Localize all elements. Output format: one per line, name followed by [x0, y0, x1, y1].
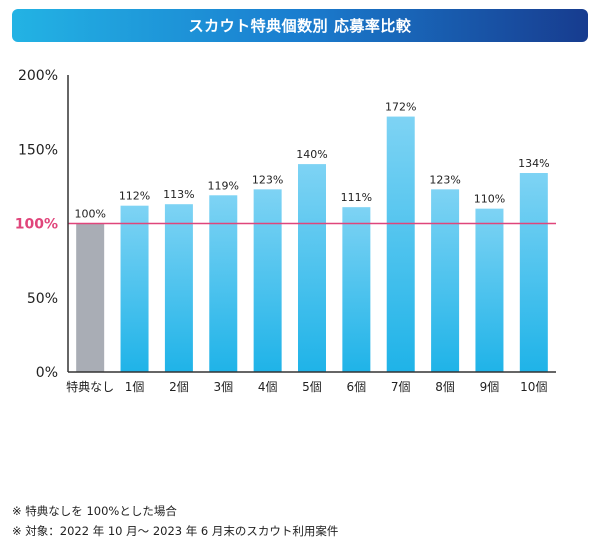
bar — [298, 164, 326, 372]
bar — [164, 204, 193, 372]
x-tick-label: 4個 — [258, 380, 278, 394]
bar — [120, 205, 149, 372]
x-tick-label: 8個 — [435, 380, 455, 394]
bar — [209, 195, 238, 372]
bar-value-label: 172% — [385, 101, 416, 114]
bar-value-label: 119% — [208, 179, 239, 192]
bar — [475, 208, 504, 372]
bar-value-label: 111% — [341, 191, 372, 204]
bar-value-label: 123% — [252, 173, 283, 186]
y-tick-label: 0% — [36, 365, 58, 381]
y-tick-label: 50% — [27, 291, 58, 307]
bar-value-label: 100% — [74, 208, 105, 221]
y-tick-label: 150% — [18, 142, 58, 158]
bar-value-label: 113% — [163, 188, 194, 201]
x-tick-label: 1個 — [125, 380, 145, 394]
x-tick-label: 9個 — [480, 380, 500, 394]
bar-value-label: 110% — [474, 193, 505, 206]
x-tick-label: 7個 — [391, 380, 411, 394]
bar — [386, 116, 415, 372]
bar-value-label: 134% — [518, 157, 549, 170]
x-tick-label: 5個 — [302, 380, 322, 394]
footnotes: ※ 特典なしを 100%とした場合 ※ 対象：2022 年 10 月～ 2023… — [12, 501, 338, 541]
bar — [76, 223, 105, 372]
footnote-target-period: ※ 対象：2022 年 10 月～ 2023 年 6 月末のスカウト利用案件 — [12, 524, 339, 538]
chart-title: スカウト特典個数別 応募率比較 — [188, 17, 412, 35]
bar — [431, 189, 460, 372]
bar-value-label: 140% — [296, 148, 327, 161]
bar-value-label: 112% — [119, 190, 150, 203]
x-tick-label: 2個 — [169, 380, 189, 394]
y-tick-label: 200% — [18, 68, 58, 84]
bar-value-label: 123% — [429, 173, 460, 186]
bar — [519, 173, 548, 372]
bar — [253, 189, 282, 372]
bar — [342, 207, 371, 372]
footnote-baseline: ※ 特典なしを 100%とした場合 — [12, 504, 177, 518]
x-tick-label: 特典なし — [66, 379, 114, 394]
x-tick-label: 10個 — [520, 380, 547, 394]
chart-title-banner: スカウト特典個数別 応募率比較 — [12, 9, 588, 42]
x-tick-label: 6個 — [347, 380, 367, 394]
x-tick-label: 3個 — [213, 380, 233, 394]
y-tick-label: 100% — [15, 217, 58, 233]
